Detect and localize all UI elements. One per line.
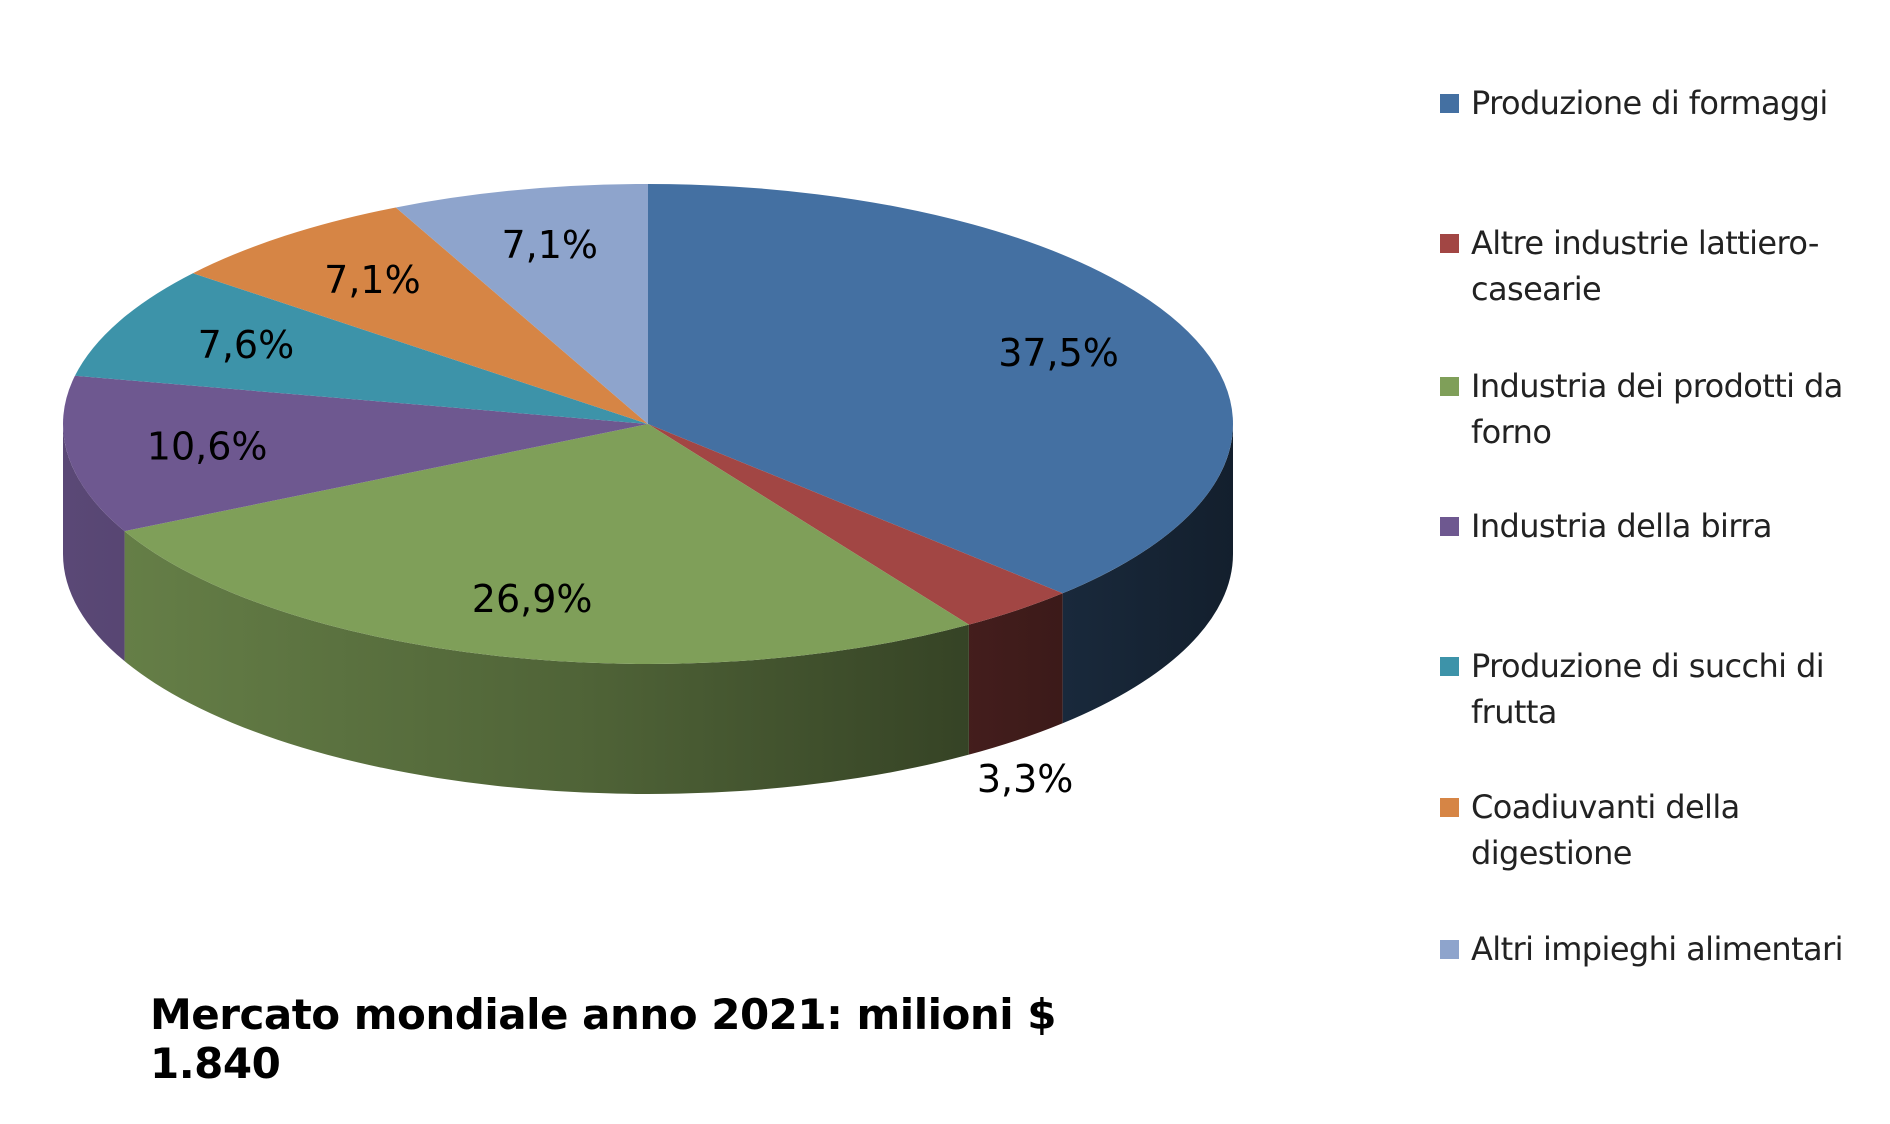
chart-caption: Mercato mondiale anno 2021: milioni $ 1.… <box>150 990 1057 1088</box>
slice-3 <box>62 375 648 532</box>
slice-label-0: 37,5% <box>998 331 1119 375</box>
pie-sides <box>63 424 1233 794</box>
slice-2 <box>124 424 969 664</box>
legend-label: Industria della birra <box>1471 507 1772 545</box>
slice-5 <box>192 207 648 424</box>
legend-swatch <box>1440 798 1459 817</box>
slice-label-6: 7,1% <box>501 223 598 267</box>
slice-4 <box>74 273 649 424</box>
slice-0 <box>648 184 1234 594</box>
legend-swatch <box>1440 377 1459 396</box>
legend-swatch <box>1440 94 1459 113</box>
slice-side-2 <box>124 531 969 794</box>
legend-item: Coadiuvanti della digestione <box>1440 784 1880 876</box>
legend-swatch <box>1440 940 1459 959</box>
legend-label: Industria dei prodotti da forno <box>1471 367 1843 451</box>
legend-label: Produzione di succhi di frutta <box>1471 647 1825 731</box>
slice-labels: 37,5% 3,3% 26,9% 10,6% 7,6% 7,1% 7,1% <box>147 223 1119 801</box>
legend-item: Industria della birra <box>1440 503 1880 549</box>
legend-item: Produzione di formaggi <box>1440 80 1880 126</box>
legend-label: Coadiuvanti della digestione <box>1471 788 1740 872</box>
legend-item: Altri impieghi alimentari <box>1440 926 1880 972</box>
legend-label: Altri impieghi alimentari <box>1471 930 1844 968</box>
slice-label-2: 26,9% <box>472 577 593 621</box>
slice-label-3: 10,6% <box>147 425 268 469</box>
slice-side-1 <box>968 593 1063 755</box>
pie-tops <box>62 184 1234 664</box>
slice-label-4: 7,6% <box>198 323 295 367</box>
slice-side-0 <box>1062 424 1233 724</box>
legend-item: Altre industrie lattiero-casearie <box>1440 220 1880 312</box>
legend-swatch <box>1440 517 1459 536</box>
slice-label-1: 3,3% <box>977 757 1074 801</box>
slice-1 <box>648 424 1063 625</box>
slice-label-5: 7,1% <box>324 258 421 302</box>
slice-side-3 <box>63 424 125 662</box>
legend-swatch <box>1440 234 1459 253</box>
legend-label: Produzione di formaggi <box>1471 84 1828 122</box>
legend-swatch <box>1440 657 1459 676</box>
legend-item: Produzione di succhi di frutta <box>1440 643 1880 735</box>
legend-item: Industria dei prodotti da forno <box>1440 363 1880 455</box>
slice-6 <box>395 184 648 424</box>
legend-label: Altre industrie lattiero-casearie <box>1471 224 1819 308</box>
